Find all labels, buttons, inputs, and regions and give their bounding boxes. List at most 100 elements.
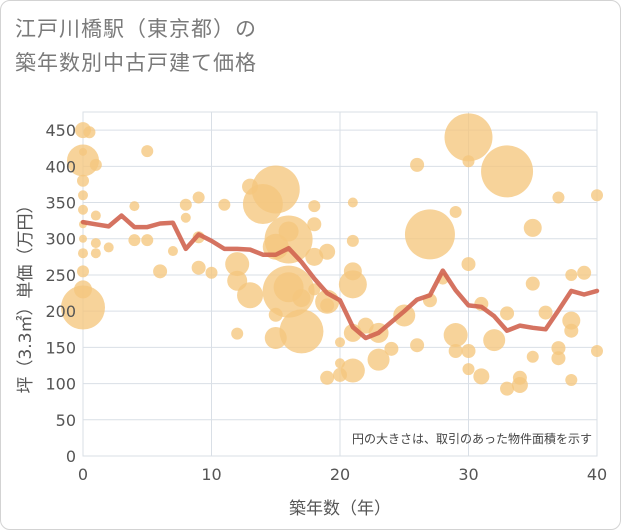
bubble-point [308, 200, 321, 213]
bubble-point [551, 351, 566, 366]
size-note: 円の大きさは、取引のあった物件面積を示す [352, 431, 592, 446]
bubble-point [83, 126, 96, 139]
bubble-point [141, 145, 154, 158]
bubble-point [278, 221, 299, 242]
bubble-point [90, 248, 101, 259]
bubble-point [167, 246, 178, 257]
bubble-point [205, 266, 218, 279]
y-tick-label: 50 [56, 411, 76, 430]
bubble-point [551, 341, 566, 356]
bubble-point [237, 282, 264, 309]
bubble-point [128, 234, 141, 247]
bubble-point [153, 264, 168, 279]
bubble-point [562, 311, 581, 330]
bubble-point [103, 242, 114, 253]
bubble-point [347, 197, 358, 208]
bubble-point [279, 309, 324, 354]
bubble-point [78, 204, 88, 215]
median-price-line [80, 213, 600, 341]
bubble-point [320, 370, 335, 385]
bubble-point [67, 144, 99, 177]
bubble-point [319, 243, 336, 260]
bubble-point [461, 257, 476, 272]
bubble-point [307, 217, 322, 232]
bubble-point [384, 341, 399, 356]
bubble-point [346, 234, 359, 247]
bubble-point [90, 238, 101, 249]
bubble-point [320, 298, 335, 313]
bubble-point [564, 323, 579, 338]
bubble-point [191, 260, 206, 275]
bubble-point [443, 323, 468, 348]
bubble-point [218, 198, 231, 211]
bubble-point [449, 205, 462, 218]
x-tick-label: 20 [330, 465, 350, 484]
bubble-point [305, 247, 324, 266]
bubble-point [500, 381, 515, 396]
bubble-point [404, 209, 455, 260]
bubble-point [444, 113, 493, 162]
x-tick-label: 0 [78, 465, 88, 484]
bubble-point [500, 306, 515, 321]
title-line-2: 築年数別中古戸建て価格 [15, 51, 257, 75]
y-tick-label: 0 [66, 447, 76, 466]
bubble-point [526, 350, 539, 363]
bubble-point [483, 329, 506, 352]
x-tick-label: 10 [201, 465, 221, 484]
y-tick-label: 100 [45, 375, 76, 394]
bubble-point [367, 348, 390, 371]
bubble-point [448, 343, 463, 358]
bubble-point [61, 285, 105, 330]
bubble-point [511, 377, 528, 394]
bubble-point [410, 157, 425, 172]
bubble-point [78, 248, 88, 259]
bubble-point [78, 190, 88, 201]
bubble-point [231, 327, 244, 340]
bubble-point [292, 289, 311, 308]
bubble-point [77, 265, 89, 278]
bubble-point [552, 191, 565, 204]
bubble-point [90, 210, 101, 221]
bubble-point [335, 337, 345, 348]
bubble-point [129, 201, 140, 212]
bubble-point [565, 373, 578, 386]
y-tick-label: 350 [45, 194, 76, 213]
bubble-point [591, 189, 603, 202]
bubble-point [89, 158, 102, 171]
bubble-point [473, 368, 490, 385]
y-tick-label: 450 [45, 121, 76, 140]
chart-title: 江戸川橋駅（東京都）の 築年数別中古戸建て価格 [15, 12, 257, 80]
bubble-point [565, 268, 578, 281]
x-tick-label: 40 [587, 465, 607, 484]
title-line-1: 江戸川橋駅（東京都）の [15, 17, 257, 41]
bubble-point [577, 265, 592, 280]
bubble-point [462, 363, 475, 376]
bubble-point [538, 305, 553, 320]
bubble-point [410, 338, 425, 353]
bubble-point [141, 234, 154, 247]
bubble-point [393, 304, 416, 327]
y-axis-title: 坪（3.3㎡）単価（万円） [16, 196, 36, 393]
bubble-point [525, 276, 540, 291]
bubble-point [77, 174, 89, 187]
bubble-point [179, 198, 192, 211]
axes: 0 50 100 150 200 250 300 350 400 450 0 10 20 30 40 [45, 121, 607, 484]
bubble-point [338, 270, 367, 299]
y-tick-label: 300 [45, 230, 76, 249]
bubble-point [308, 283, 321, 296]
bubble-point [180, 212, 191, 223]
bubble-point [251, 165, 300, 214]
bubble-point [192, 191, 205, 204]
bubble-point [523, 218, 542, 237]
bubble-point [225, 252, 250, 277]
bubble-point [340, 358, 365, 383]
bubble-point [591, 344, 603, 357]
y-tick-label: 250 [45, 266, 76, 285]
median-line [80, 213, 600, 341]
x-tick-label: 30 [458, 465, 478, 484]
y-tick-label: 400 [45, 157, 76, 176]
bubble-point [481, 145, 534, 198]
y-tick-label: 200 [45, 302, 76, 321]
bubbles [61, 113, 603, 396]
